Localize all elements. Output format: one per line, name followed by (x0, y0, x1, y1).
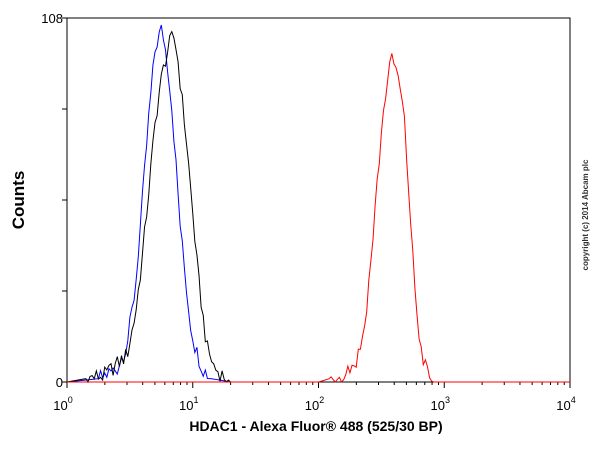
y-tick-label: 108 (41, 11, 63, 26)
x-tick-label: 100 (53, 395, 72, 413)
x-tick-label: 101 (179, 395, 198, 413)
y-axis-title: Counts (9, 171, 28, 230)
histogram-series-2 (66, 30, 570, 384)
x-axis-title: HDAC1 - Alexa Fluor® 488 (525/30 BP) (189, 418, 442, 434)
x-tick-label: 102 (305, 395, 324, 413)
y-tick-label: 0 (56, 375, 63, 390)
x-tick-label: 103 (431, 395, 450, 413)
x-axis: 100 101 102 103 104 (53, 382, 576, 413)
x-tick-exponent: 0 (68, 395, 73, 405)
copyright-notice: copyright (c) 2014 Abcam plc (581, 159, 590, 270)
plot-frame (66, 17, 571, 383)
plot-border (66, 17, 571, 383)
histogram-series-1 (66, 24, 570, 383)
series-layer (66, 24, 570, 384)
y-axis: 0 108 (41, 11, 67, 390)
x-tick-exponent: 1 (193, 395, 198, 405)
x-tick-label: 104 (556, 395, 575, 413)
histogram-series-3 (67, 53, 570, 383)
x-tick-exponent: 4 (571, 395, 576, 405)
x-tick-exponent: 2 (319, 395, 324, 405)
x-tick-exponent: 3 (445, 395, 450, 405)
